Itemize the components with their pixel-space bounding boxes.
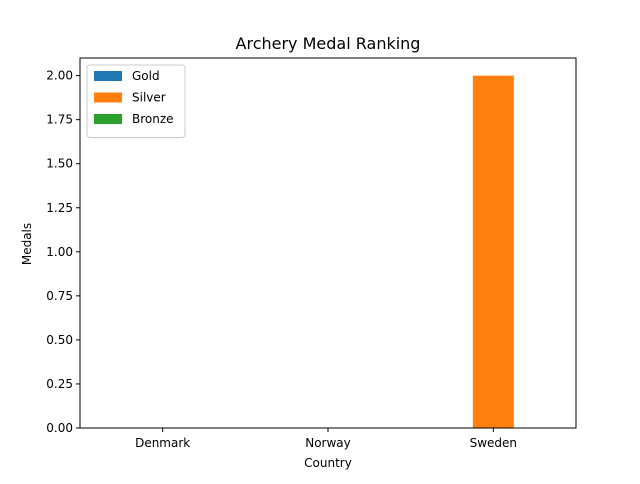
plot-frame bbox=[79, 57, 577, 429]
legend-label-silver: Silver bbox=[132, 91, 166, 105]
y-tick-label: 1.75 bbox=[46, 113, 73, 127]
y-tick-label: 1.00 bbox=[46, 245, 73, 259]
legend-swatch-silver bbox=[94, 92, 122, 103]
legend-label-gold: Gold bbox=[132, 69, 160, 83]
x-tick-label: Norway bbox=[305, 436, 351, 450]
x-tick-label: Sweden bbox=[470, 436, 517, 450]
y-axis-ticks: 0.00 0.25 0.50 0.75 1.00 1.25 1.50 1.75 2.00 bbox=[46, 69, 80, 435]
y-tick-label: 0.00 bbox=[46, 421, 73, 435]
chart-title: Archery Medal Ranking bbox=[236, 34, 421, 53]
y-tick-label: 0.25 bbox=[46, 377, 73, 391]
bar-silver-sweden bbox=[472, 75, 514, 428]
y-tick-label: 1.25 bbox=[46, 201, 73, 215]
x-axis-label: Country bbox=[304, 456, 352, 470]
legend: Gold Silver Bronze bbox=[86, 64, 186, 138]
y-tick-label: 1.50 bbox=[46, 157, 73, 171]
legend-swatch-bronze bbox=[94, 114, 122, 124]
y-tick-label: 2.00 bbox=[46, 69, 73, 83]
legend-swatch-gold bbox=[94, 71, 122, 81]
legend-label-bronze: Bronze bbox=[132, 112, 174, 126]
y-axis-label: Medals bbox=[20, 223, 34, 265]
bars-group bbox=[472, 75, 514, 428]
y-tick-label: 0.50 bbox=[46, 333, 73, 347]
y-tick-label: 0.75 bbox=[46, 289, 73, 303]
x-axis-ticks: Denmark Norway Sweden bbox=[135, 428, 517, 450]
x-tick-label: Denmark bbox=[135, 436, 190, 450]
